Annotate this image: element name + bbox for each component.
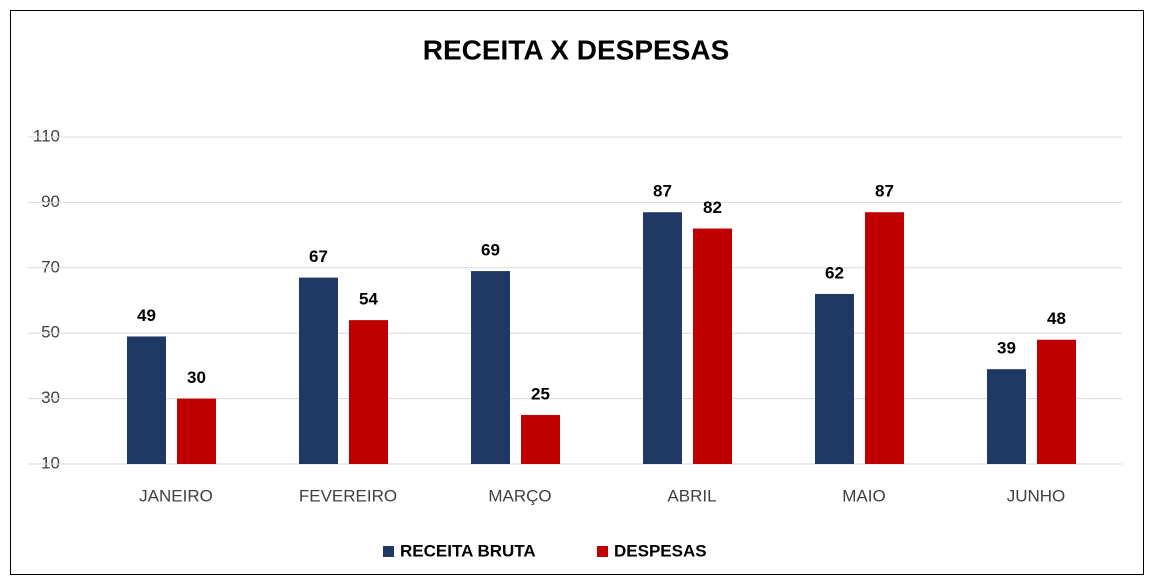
y-tick-label: 70 xyxy=(41,257,60,276)
bar xyxy=(471,271,510,464)
bar xyxy=(349,320,388,464)
x-tick-label: MAIO xyxy=(842,486,885,505)
data-label: 54 xyxy=(359,290,378,309)
bar xyxy=(177,398,216,464)
data-label: 49 xyxy=(137,306,156,325)
x-tick-label: MARÇO xyxy=(488,486,551,505)
data-label: 48 xyxy=(1047,309,1066,328)
y-tick-label: 50 xyxy=(41,323,60,342)
data-label: 30 xyxy=(187,368,206,387)
data-label: 62 xyxy=(825,263,844,282)
x-tick-label: FEVEREIRO xyxy=(299,486,397,505)
bar xyxy=(987,369,1026,464)
bar xyxy=(865,212,904,464)
bar xyxy=(127,336,166,464)
data-label: 25 xyxy=(531,384,550,403)
y-tick-label: 10 xyxy=(41,453,60,472)
x-tick-label: ABRIL xyxy=(667,486,716,505)
x-tick-label: JANEIRO xyxy=(139,486,213,505)
data-label: 67 xyxy=(309,247,328,266)
data-label: 87 xyxy=(653,182,672,201)
data-label: 69 xyxy=(481,241,500,260)
legend-swatch xyxy=(383,546,394,557)
chart-border xyxy=(10,10,1144,575)
bar xyxy=(815,293,854,464)
bar xyxy=(643,212,682,464)
legend-label: DESPESAS xyxy=(614,541,707,560)
bar xyxy=(521,414,560,464)
legend-label: RECEITA BRUTA xyxy=(400,541,536,560)
bar xyxy=(693,228,732,464)
legend-swatch xyxy=(597,546,608,557)
data-label: 82 xyxy=(703,198,722,217)
bar xyxy=(1037,339,1076,464)
x-tick-label: JUNHO xyxy=(1007,486,1066,505)
chart-title: RECEITA X DESPESAS xyxy=(423,34,730,65)
y-tick-label: 30 xyxy=(41,388,60,407)
data-label: 39 xyxy=(997,339,1016,358)
bar xyxy=(299,277,338,464)
y-tick-label: 110 xyxy=(33,126,60,145)
y-tick-label: 90 xyxy=(41,192,60,211)
data-label: 87 xyxy=(875,182,894,201)
